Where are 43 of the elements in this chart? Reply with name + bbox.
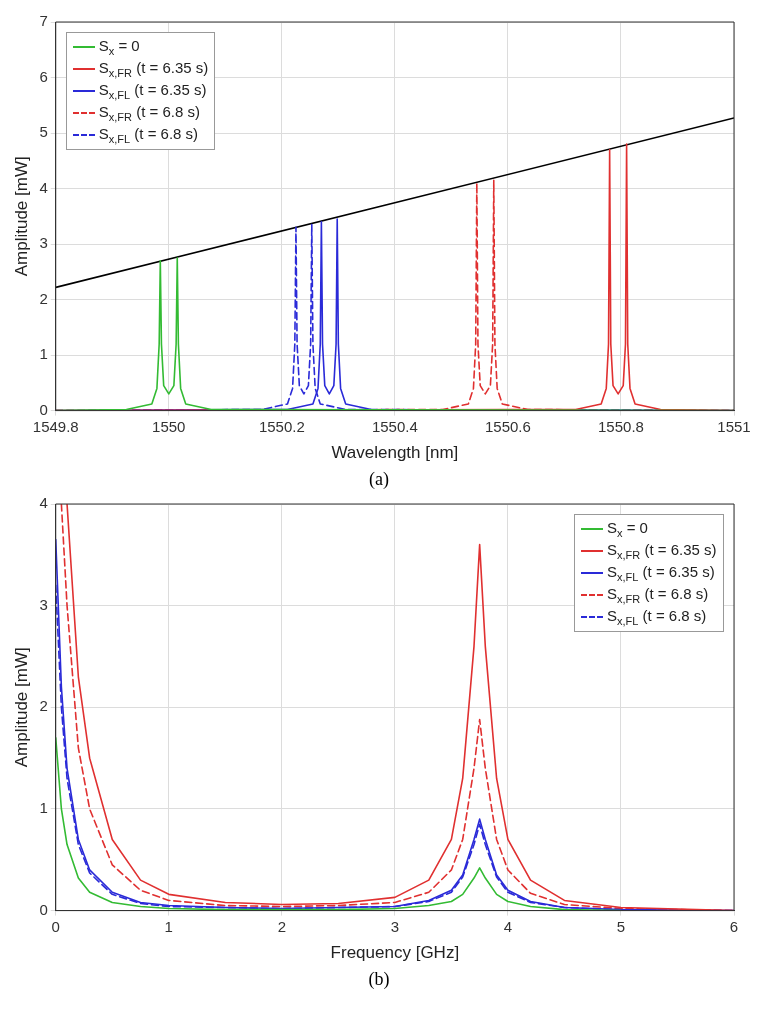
y-tick-label: 0 [39, 900, 48, 918]
x-tick-label: 1550.6 [484, 417, 531, 435]
text: (a) [369, 469, 389, 489]
y-axis-title: Amplitude [mW] [11, 647, 31, 768]
x-tick-label: 3 [390, 917, 400, 935]
x-tick-label: 1550 [152, 417, 186, 435]
legend-label: S$_{x,FR}$ (t = 6.35 s) [607, 541, 717, 561]
x-tick-label: 0 [51, 917, 60, 935]
y-tick-label: 1 [39, 345, 48, 363]
text: (b) [368, 969, 390, 989]
y-tick-label: 3 [39, 595, 48, 613]
x-tick-label: 1550.2 [258, 417, 305, 435]
y-tick-label: 7 [39, 12, 48, 30]
legend-label: S$_{x}$ = 0 [607, 519, 648, 539]
legend-label: S$_{x,FR}$ (t = 6.35 s) [98, 59, 209, 79]
x-tick-label: 1550.4 [371, 417, 418, 435]
y-tick-label: 2 [39, 289, 48, 307]
y-tick-label: 4 [39, 494, 48, 512]
x-axis-title: Wavelength [nm] [331, 443, 459, 463]
x-axis-title: Frequency [GHz] [330, 943, 460, 963]
x-tick-label: 1 [164, 917, 173, 935]
x-tick-label: 2 [277, 917, 286, 935]
legend-label: S$_{x,FL}$ (t = 6.35 s) [607, 563, 715, 583]
legend-label: S$_{x,FR}$ (t = 6.8 s) [607, 585, 709, 605]
x-tick-label: 4 [503, 917, 513, 935]
y-tick-label: 0 [39, 400, 48, 418]
x-tick-label: 1549.8 [32, 417, 79, 435]
legend-label: S$_{x,FL}$ (t = 6.35 s) [98, 81, 207, 101]
x-tick-label: 1551 [717, 417, 751, 435]
legend-label: S$_{x,FL}$ (t = 6.8 s) [607, 607, 707, 627]
x-tick-label: 1550.8 [598, 417, 644, 435]
legend-label: S$_{x,FR}$ (t = 6.8 s) [98, 103, 200, 123]
y-tick-label: 6 [39, 67, 48, 85]
y-axis-title: Amplitude [mW] [11, 156, 31, 277]
y-tick-label: 1 [39, 799, 48, 817]
x-tick-label: 6 [729, 917, 739, 935]
y-tick-label: 3 [39, 234, 48, 252]
y-tick-label: 4 [39, 178, 48, 196]
x-tick-label: 5 [616, 917, 626, 935]
legend-label: S$_{x,FL}$ (t = 6.8 s) [98, 125, 199, 145]
legend-label: S$_{x}$ = 0 [98, 37, 140, 57]
y-tick-label: 5 [39, 123, 48, 141]
y-tick-label: 2 [39, 697, 48, 715]
